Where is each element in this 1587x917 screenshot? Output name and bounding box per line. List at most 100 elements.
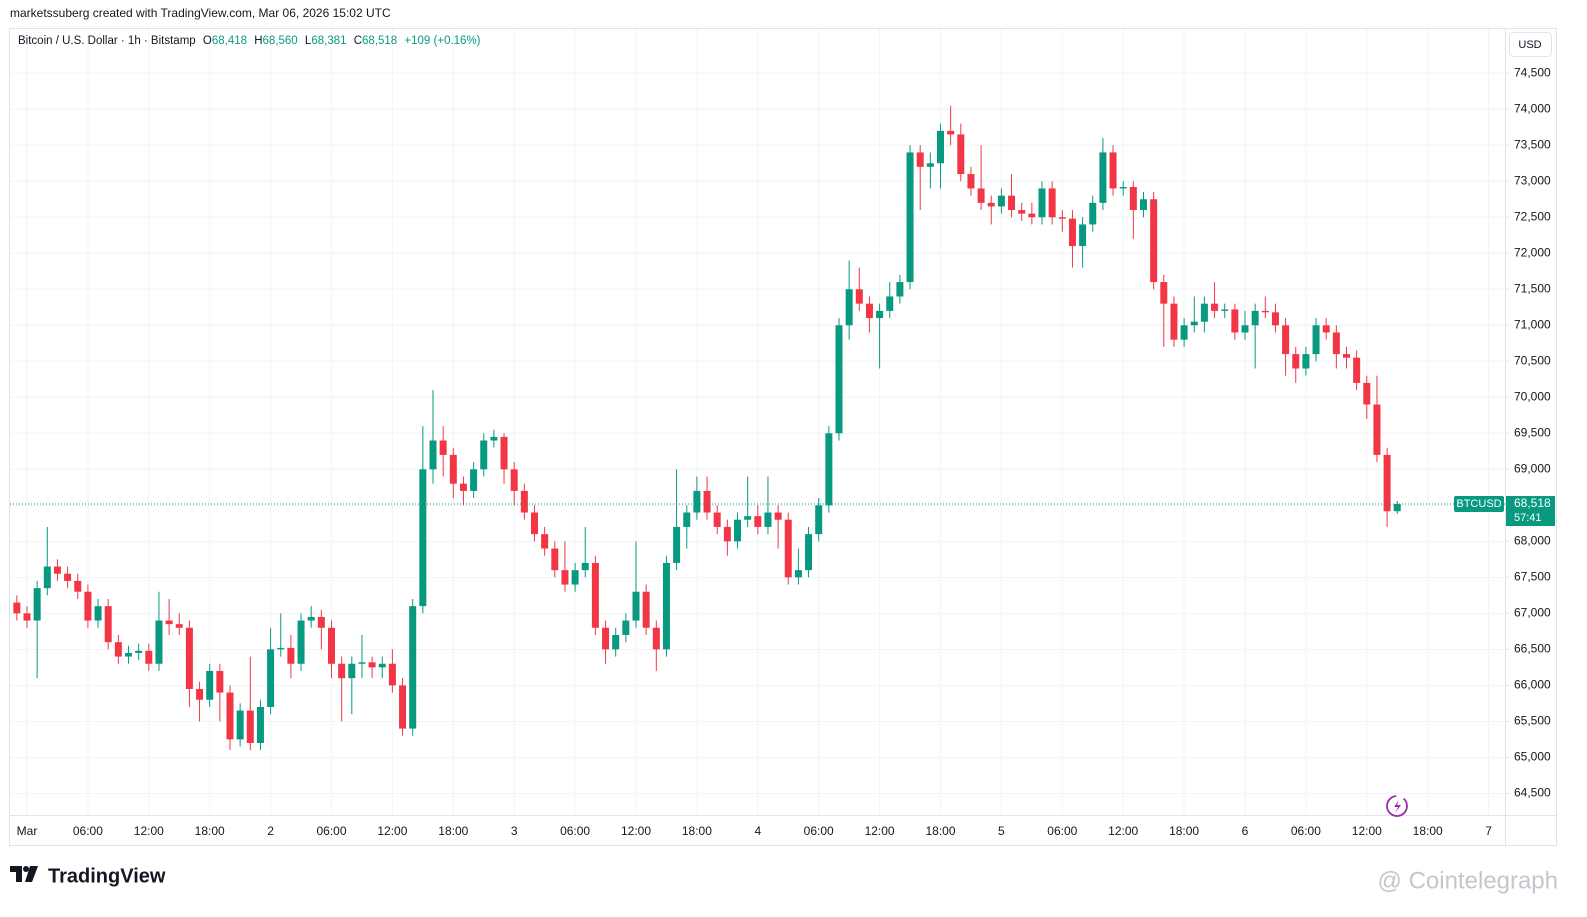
candle-body — [500, 436, 508, 470]
candle-body — [287, 647, 295, 664]
x-tick-label: 18:00 — [1413, 824, 1443, 838]
countdown-label: 57:41 — [1514, 512, 1542, 524]
candle-body — [957, 134, 965, 175]
candle-body — [734, 519, 741, 542]
x-tick-label: 06:00 — [316, 824, 346, 838]
candle-body — [449, 454, 457, 484]
candle-body — [906, 152, 914, 283]
candle-body — [1129, 187, 1137, 211]
candle-body — [378, 663, 386, 668]
candle-body — [480, 440, 488, 470]
price-tag — [1506, 496, 1555, 527]
candle-body — [419, 469, 427, 607]
candle-body — [642, 591, 650, 628]
candle-body — [855, 289, 863, 304]
candle-body — [967, 174, 975, 189]
y-tick-label: 71,500 — [1514, 281, 1551, 295]
candle-body — [1251, 310, 1259, 326]
currency-button[interactable] — [1509, 32, 1552, 57]
candle-body — [338, 663, 346, 679]
candle-body — [815, 505, 823, 535]
candle-body — [1180, 325, 1188, 340]
candle-body — [1302, 354, 1310, 369]
candle-body — [277, 647, 285, 650]
candle-body — [1028, 213, 1036, 218]
x-tick-label: 12:00 — [134, 824, 164, 838]
x-tick-label: 5 — [998, 824, 1005, 838]
candle-body — [125, 652, 132, 657]
grid — [10, 29, 1505, 815]
candle-body — [703, 490, 711, 513]
candle-body — [1282, 325, 1290, 355]
candle-body — [683, 512, 691, 527]
candle-body — [74, 580, 82, 592]
header: marketssuberg created with TradingView.c… — [10, 6, 391, 20]
candle-body — [825, 433, 833, 506]
candle-body — [53, 566, 61, 574]
y-tick-label: 73,500 — [1514, 137, 1551, 151]
candle-body — [94, 606, 102, 621]
candle-body — [196, 688, 204, 700]
candle-body — [297, 620, 305, 664]
candle-body — [531, 512, 538, 535]
x-tick-label: 18:00 — [682, 824, 712, 838]
candle-body — [256, 706, 264, 743]
x-tick-label: 06:00 — [1047, 824, 1077, 838]
candle-body — [267, 649, 275, 707]
candle-body — [216, 670, 224, 693]
candle-body — [246, 710, 254, 743]
candle-body — [520, 490, 528, 513]
y-tick-label: 72,000 — [1514, 245, 1551, 259]
candle-body — [206, 670, 214, 700]
candle-body — [997, 195, 1005, 207]
candle-body — [317, 616, 325, 628]
candle-body — [794, 570, 802, 578]
candle-body — [1089, 202, 1097, 225]
candle-body — [1140, 199, 1147, 211]
candle-body — [612, 634, 620, 650]
candle-body — [1373, 404, 1381, 455]
candle-body — [876, 310, 884, 319]
candle-body — [591, 562, 599, 628]
candle-body — [1170, 303, 1178, 340]
legend-open: 68,418 — [212, 35, 247, 47]
candle-body — [13, 602, 21, 614]
candle-body — [409, 606, 417, 729]
candle-body — [947, 130, 955, 135]
x-tick-label: 12:00 — [1352, 824, 1382, 838]
candle-body — [1332, 332, 1340, 355]
watermark: @ Cointelegraph — [1378, 867, 1558, 894]
candle-body — [429, 440, 437, 470]
x-tick-label: 12:00 — [865, 824, 895, 838]
candle-body — [1261, 310, 1269, 313]
currency-label[interactable]: USD — [1518, 39, 1541, 51]
legend-close: 68,518 — [362, 35, 397, 47]
y-tick-label: 65,000 — [1514, 750, 1551, 764]
candle-body — [1312, 325, 1320, 355]
candle-body — [1211, 303, 1219, 311]
candle-body — [33, 588, 41, 621]
candle-body — [459, 483, 467, 491]
x-tick-label: 12:00 — [621, 824, 651, 838]
frame — [9, 28, 1557, 846]
x-tick-label: 06:00 — [804, 824, 834, 838]
y-tick-label: 64,500 — [1514, 786, 1551, 800]
candle-body — [662, 562, 670, 650]
candle-body — [835, 325, 843, 434]
candle-body — [328, 627, 335, 664]
candle-body — [1058, 217, 1066, 219]
x-tick-label: 3 — [511, 824, 518, 838]
candle-body — [307, 616, 315, 621]
candle-body — [1008, 195, 1016, 211]
candle-body — [226, 692, 234, 740]
legend-high: 68,560 — [263, 35, 298, 47]
legend-low: 68,381 — [311, 35, 346, 47]
candle-body — [358, 662, 366, 664]
legend-symbol: Bitcoin / U.S. Dollar · 1h · Bitstamp — [18, 35, 196, 47]
candle-body — [1018, 210, 1026, 214]
y-tick-label: 66,500 — [1514, 642, 1551, 656]
y-tick-label: 71,000 — [1514, 317, 1551, 331]
candle-body — [84, 591, 92, 621]
candle-body — [490, 436, 498, 441]
candle-body — [632, 591, 640, 621]
